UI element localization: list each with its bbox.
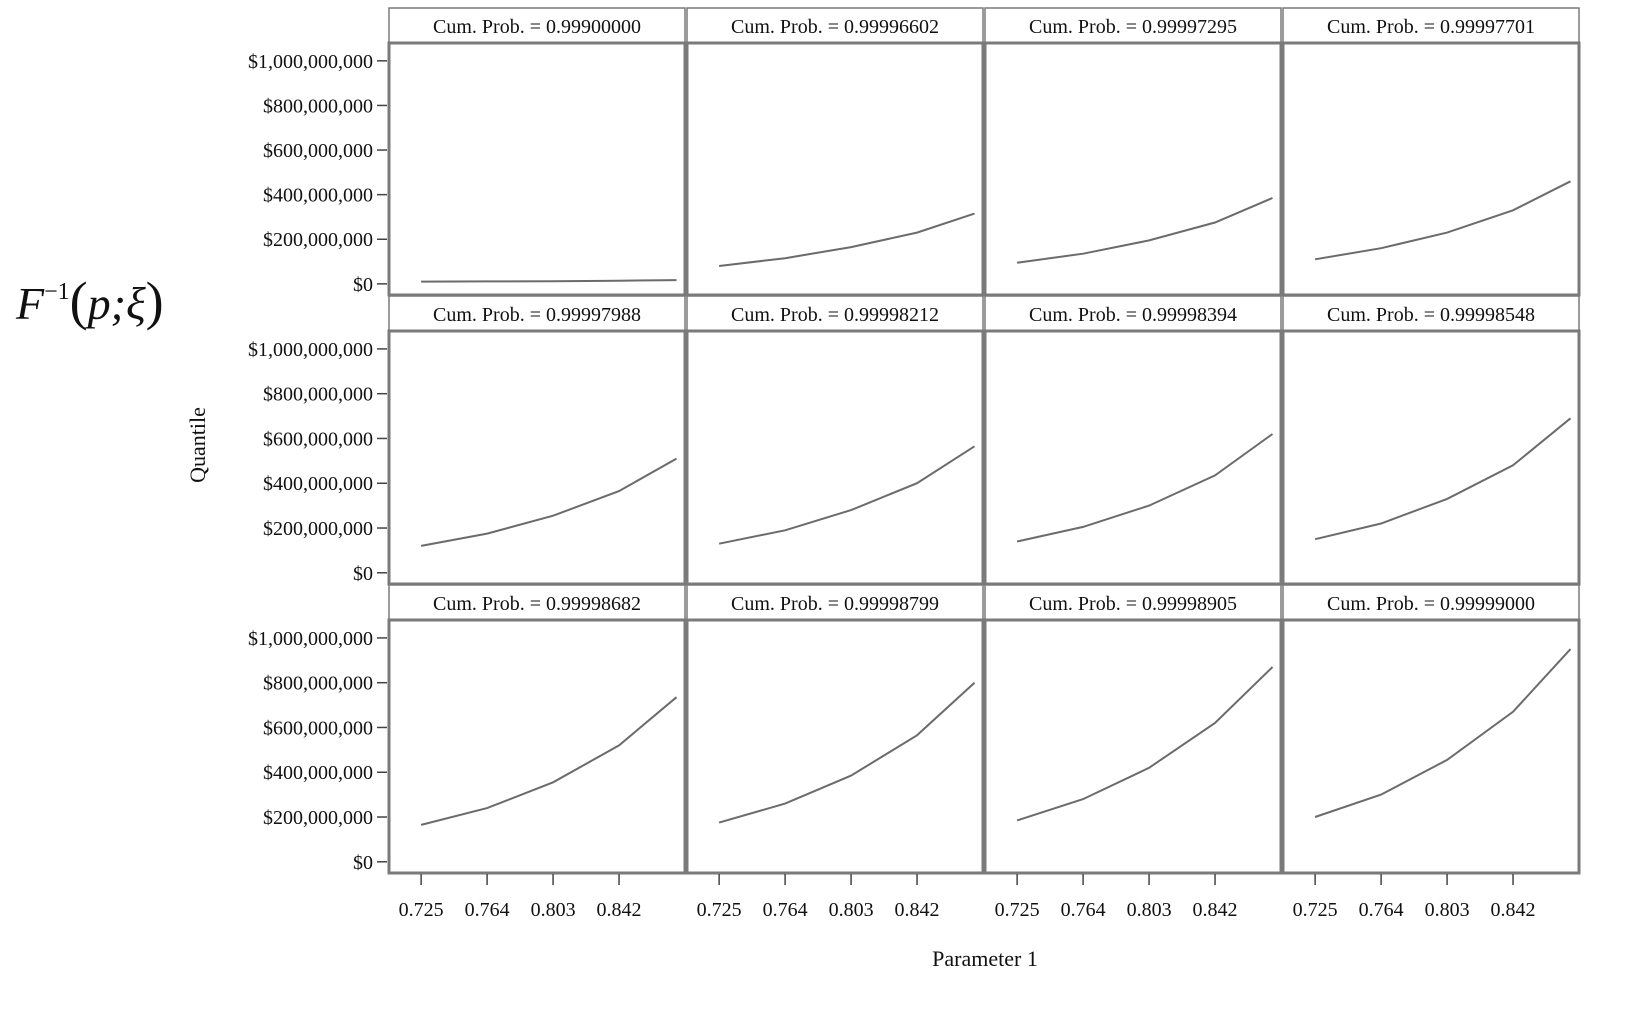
- panel-frame: [1281, 41, 1581, 297]
- x-tick-label: 0.842: [1491, 899, 1536, 921]
- panel-frame: [387, 618, 687, 875]
- y-tick-label: $800,000,000: [263, 673, 373, 695]
- panel-header: [984, 7, 1282, 44]
- x-tick-label: 0.725: [1293, 899, 1338, 921]
- panel-header: [388, 584, 686, 621]
- series-line: [1016, 433, 1274, 543]
- formula-superscript: −1: [44, 278, 70, 305]
- y-tick-label: $600,000,000: [263, 428, 373, 450]
- x-axis-title: Parameter 1: [932, 946, 1038, 971]
- series-line: [718, 445, 976, 545]
- panel-header: [388, 295, 686, 332]
- series-line: [718, 212, 975, 267]
- x-tick-label: 0.764: [763, 899, 808, 921]
- x-tick-label: 0.764: [1359, 899, 1404, 921]
- x-tick-label: 0.725: [399, 899, 444, 921]
- panel-header: [686, 7, 984, 44]
- panel-header: [1282, 7, 1580, 44]
- panel-frame: [983, 618, 1283, 875]
- panel-label: Cum. Prob. = 0.99998394: [1029, 304, 1237, 326]
- x-tick-label: 0.803: [1127, 899, 1172, 921]
- y-tick-label: $1,000,000,000: [248, 339, 373, 361]
- y-tick-label: $800,000,000: [263, 95, 373, 117]
- panel-label: Cum. Prob. = 0.99996602: [731, 16, 939, 38]
- panel-label: Cum. Prob. = 0.99998212: [731, 304, 939, 326]
- y-tick-label: $600,000,000: [263, 717, 373, 739]
- panel-frame: [685, 41, 985, 297]
- x-tick-label: 0.725: [697, 899, 742, 921]
- panel-label: Cum. Prob. = 0.99997701: [1327, 16, 1535, 38]
- series-line: [1016, 197, 1273, 264]
- panel-header: [686, 584, 984, 621]
- panel-frame: [387, 329, 687, 586]
- y-tick-label: $400,000,000: [263, 185, 373, 207]
- y-tick-label: $1,000,000,000: [248, 628, 373, 650]
- panel-header: [984, 584, 1282, 621]
- panel-frame: [1281, 618, 1581, 875]
- series-line: [420, 696, 678, 826]
- panel-label: Cum. Prob. = 0.99998682: [433, 593, 641, 615]
- panel-label: Cum. Prob. = 0.99997295: [1029, 16, 1237, 38]
- y-tick-label: $0: [353, 852, 373, 874]
- y-tick-label: $400,000,000: [263, 762, 373, 784]
- series-line: [420, 457, 677, 547]
- panel-frame: [685, 618, 985, 875]
- y-tick-label: $600,000,000: [263, 140, 373, 162]
- y-tick-label: $200,000,000: [263, 229, 373, 251]
- series-line: [1314, 648, 1572, 818]
- x-tick-label: 0.803: [829, 899, 874, 921]
- panel-label: Cum. Prob. = 0.99998799: [731, 593, 939, 615]
- y-tick-label: $400,000,000: [263, 473, 373, 495]
- x-tick-label: 0.725: [995, 899, 1040, 921]
- panel-label: Cum. Prob. = 0.99998548: [1327, 304, 1535, 326]
- panel-header: [686, 295, 984, 332]
- panel-label: Cum. Prob. = 0.99999000: [1327, 593, 1535, 615]
- y-tick-label: $0: [353, 274, 373, 296]
- panel-frame: [983, 329, 1283, 586]
- series-line: [421, 279, 677, 283]
- formula-base: F: [16, 278, 45, 329]
- formula-open-paren: (: [69, 271, 88, 331]
- series-line: [1314, 417, 1572, 541]
- series-line: [1314, 180, 1571, 261]
- y-tick-label: $200,000,000: [263, 518, 373, 540]
- x-tick-label: 0.803: [531, 899, 576, 921]
- x-tick-label: 0.764: [465, 899, 510, 921]
- panel-frame: [387, 41, 687, 297]
- panel-frame: [1281, 329, 1581, 586]
- x-tick-label: 0.764: [1061, 899, 1106, 921]
- series-line: [718, 681, 976, 824]
- y-tick-label: $0: [353, 563, 373, 585]
- y-tick-label: $1,000,000,000: [248, 51, 373, 73]
- panel-label: Cum. Prob. = 0.99998905: [1029, 593, 1237, 615]
- panel-label: Cum. Prob. = 0.99900000: [433, 16, 641, 38]
- formula-args: p;ξ: [87, 278, 146, 329]
- y-axis-title: Quantile: [185, 407, 210, 483]
- x-tick-label: 0.842: [895, 899, 940, 921]
- x-tick-label: 0.842: [597, 899, 642, 921]
- panel-frame: [685, 329, 985, 586]
- y-tick-label: $200,000,000: [263, 807, 373, 829]
- formula-close-paren: ): [145, 271, 164, 331]
- formula-label: F−1(p;ξ): [16, 270, 164, 332]
- panel-frame: [983, 41, 1283, 297]
- series-line: [1016, 666, 1274, 822]
- x-tick-label: 0.803: [1425, 899, 1470, 921]
- x-tick-label: 0.842: [1193, 899, 1238, 921]
- panel-label: Cum. Prob. = 0.99997988: [433, 304, 641, 326]
- y-tick-label: $800,000,000: [263, 384, 373, 406]
